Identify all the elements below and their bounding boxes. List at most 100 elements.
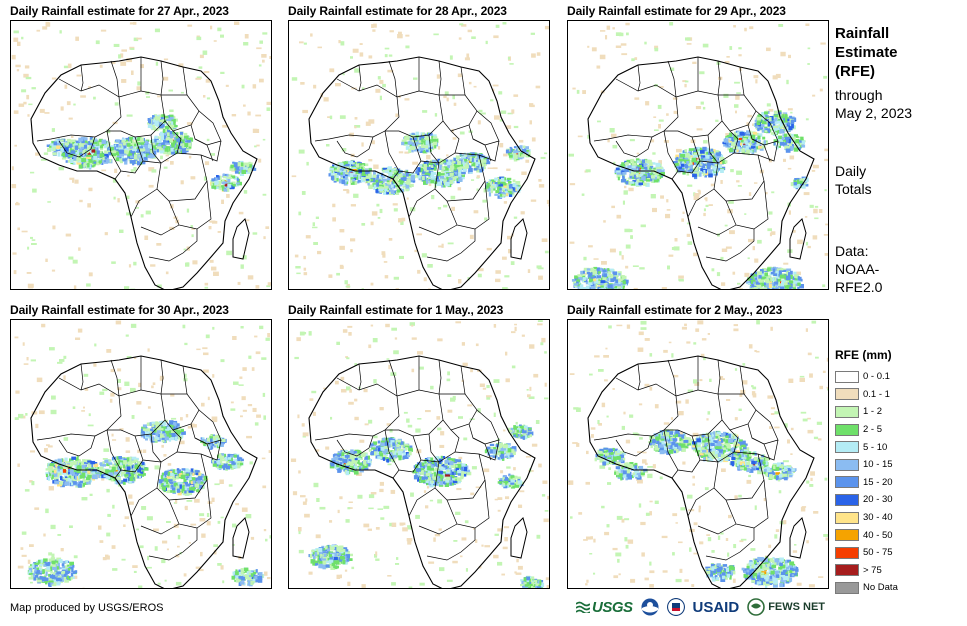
rain-pixel <box>585 285 590 289</box>
rain-pixel <box>94 144 98 148</box>
rain-pixel <box>688 168 693 172</box>
rain-pixel <box>629 139 635 142</box>
rain-pixel <box>65 160 68 163</box>
rain-pixel <box>122 158 126 162</box>
rain-pixel <box>171 151 175 155</box>
rain-pixel <box>402 185 405 189</box>
rain-pixel <box>98 525 102 530</box>
rain-pixel <box>495 278 501 283</box>
rain-pixel <box>407 176 413 179</box>
rain-pixel <box>536 52 541 56</box>
rain-pixel <box>371 24 374 28</box>
rain-pixel <box>125 437 130 442</box>
rain-pixel <box>455 155 460 160</box>
rain-pixel <box>613 288 618 289</box>
rain-pixel <box>453 169 459 174</box>
rain-pixel <box>777 139 782 142</box>
rain-pixel <box>39 108 45 113</box>
rain-pixel <box>121 156 124 160</box>
rain-pixel <box>133 21 137 25</box>
rain-pixel <box>629 229 633 233</box>
rain-pixel <box>430 165 434 168</box>
rain-pixel <box>419 163 422 167</box>
rain-pixel <box>736 170 742 175</box>
rain-pixel <box>350 175 354 180</box>
country-border <box>156 154 208 202</box>
rain-pixel <box>628 181 632 186</box>
rain-pixel <box>797 276 800 281</box>
rain-pixel <box>56 141 62 146</box>
rain-pixel <box>645 182 650 187</box>
rain-pixel <box>769 232 772 237</box>
rain-pixel <box>684 164 689 169</box>
rain-pixel <box>468 81 472 85</box>
rain-pixel <box>117 198 120 203</box>
rain-pixel <box>232 183 236 187</box>
rain-pixel <box>155 116 160 119</box>
rain-pixel <box>420 165 424 170</box>
rain-pixel <box>423 180 428 185</box>
rain-pixel <box>241 507 248 512</box>
rain-pixel <box>56 140 59 143</box>
rain-pixel <box>611 283 615 288</box>
rain-pixel <box>796 184 801 189</box>
rain-pixel <box>404 181 408 184</box>
rain-pixel <box>655 167 659 171</box>
rain-pixel <box>407 141 413 145</box>
rain-pixel <box>423 140 428 144</box>
rain-pixel <box>387 176 391 181</box>
rain-pixel <box>123 524 126 527</box>
rain-pixel <box>654 178 660 182</box>
rain-pixel <box>577 135 583 138</box>
rain-pixel <box>186 122 193 125</box>
rain-pixel <box>535 85 541 89</box>
rain-pixel <box>49 475 52 478</box>
rain-pixel <box>116 139 120 143</box>
rain-pixel <box>518 139 524 143</box>
rain-pixel <box>41 323 46 328</box>
country-border <box>687 188 715 218</box>
rain-pixel <box>764 282 767 286</box>
rain-pixel <box>450 195 456 200</box>
rain-pixel <box>789 280 794 284</box>
rain-pixel <box>753 75 759 79</box>
rain-pixel <box>263 529 267 532</box>
rain-pixel <box>693 161 697 165</box>
rain-pixel <box>624 228 631 233</box>
rain-pixel <box>753 137 756 142</box>
rain-pixel <box>735 110 737 114</box>
rain-pixel <box>102 557 107 561</box>
rain-pixel <box>592 280 595 284</box>
rain-pixel <box>760 124 765 128</box>
rain-pixel <box>798 143 802 146</box>
rain-pixel <box>596 65 601 69</box>
rain-pixel <box>463 152 467 157</box>
rain-pixel <box>371 140 375 145</box>
rain-pixel <box>449 169 454 172</box>
rain-pixel <box>343 174 346 179</box>
rain-pixel <box>154 135 158 139</box>
rain-pixel <box>163 150 168 155</box>
rain-pixel <box>574 275 579 279</box>
rain-pixel <box>78 459 81 463</box>
rain-pixel <box>433 33 439 36</box>
rain-pixel <box>724 160 728 164</box>
rain-pixel <box>175 581 182 586</box>
rain-pixel <box>119 149 125 154</box>
rain-pixel <box>67 462 71 466</box>
rain-pixel <box>110 369 115 373</box>
rain-pixel <box>65 476 68 480</box>
rain-pixel <box>46 144 51 147</box>
rain-pixel <box>625 244 631 249</box>
rain-pixel <box>605 35 608 40</box>
rain-pixel <box>449 55 453 60</box>
rain-pixel <box>492 167 498 170</box>
rain-pixel <box>202 347 208 350</box>
rain-pixel <box>76 157 81 161</box>
rain-pixel <box>133 261 137 266</box>
rain-pixel <box>737 149 741 153</box>
rain-pixel <box>153 151 157 155</box>
rain-pixel <box>807 63 810 65</box>
rain-pixel <box>137 160 141 166</box>
rain-pixel <box>385 169 390 172</box>
